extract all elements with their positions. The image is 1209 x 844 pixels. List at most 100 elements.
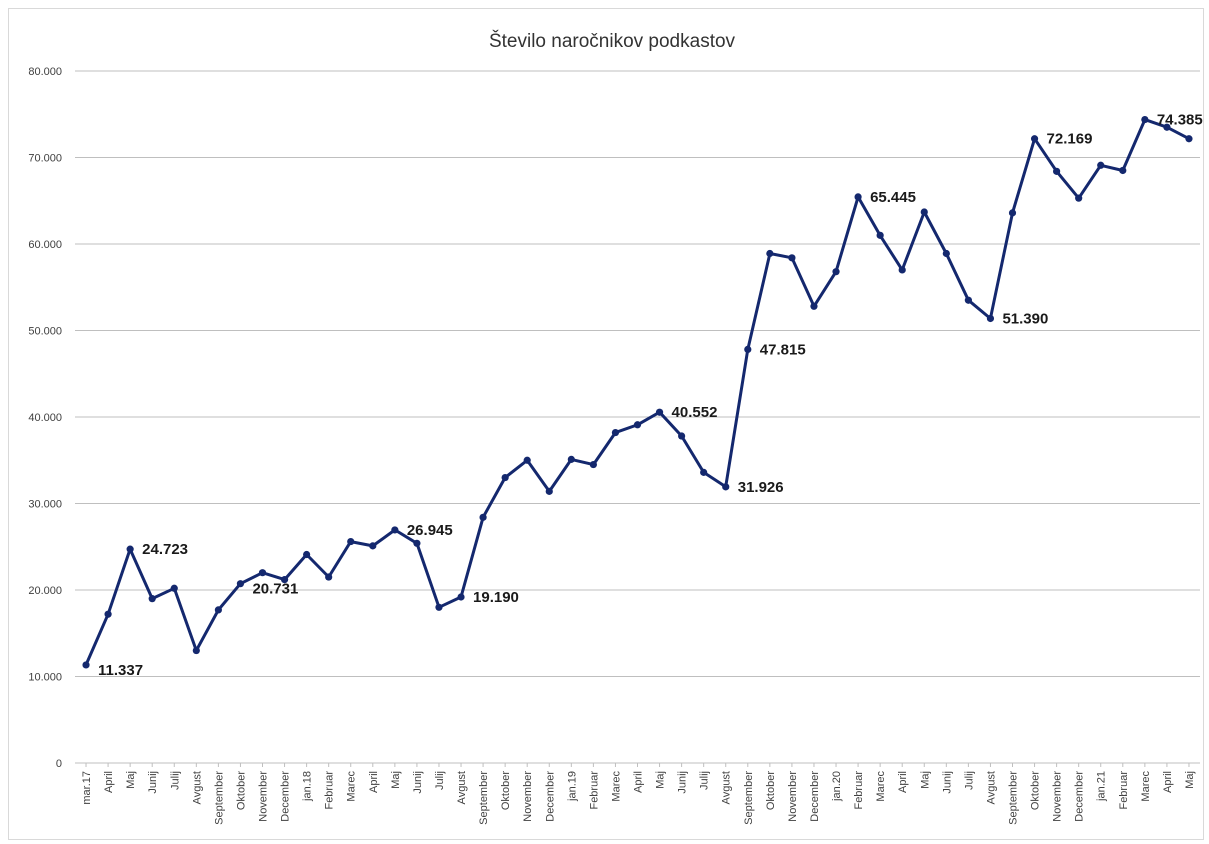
y-tick-label: 70.000 bbox=[28, 153, 62, 165]
data-point bbox=[633, 421, 642, 429]
gridlines bbox=[75, 70, 1200, 764]
data-point bbox=[1097, 161, 1105, 169]
x-tick-label: Maj bbox=[1184, 771, 1196, 789]
x-tick-label: Marec bbox=[875, 771, 887, 802]
x-tick-label: December bbox=[1074, 771, 1086, 822]
x-tick-label: December bbox=[809, 771, 821, 822]
x-tick-label: Junij bbox=[677, 771, 689, 794]
data-point bbox=[700, 468, 708, 476]
x-tick-label: Marec bbox=[346, 771, 358, 802]
data-point bbox=[854, 193, 862, 201]
data-point bbox=[457, 593, 465, 601]
data-point bbox=[1008, 209, 1017, 217]
x-tick-label: Avgust bbox=[456, 771, 468, 804]
data-point bbox=[104, 610, 112, 618]
data-point bbox=[545, 487, 553, 495]
x-tick-label: Avgust bbox=[985, 771, 997, 804]
x-tick-label: Februar bbox=[1118, 771, 1130, 810]
data-label: 19.190 bbox=[473, 589, 519, 606]
data-label: 20.731 bbox=[252, 581, 298, 598]
x-tick-label: Februar bbox=[588, 771, 600, 810]
data-point bbox=[986, 314, 995, 323]
data-point bbox=[1163, 123, 1171, 131]
x-tick-label: Julij bbox=[434, 771, 446, 790]
data-point bbox=[876, 231, 884, 239]
x-tick-label: Avgust bbox=[721, 771, 733, 804]
data-point bbox=[501, 473, 509, 482]
x-axis: mar.17 April Maj Junij Julij Avgust September O… bbox=[81, 763, 1196, 825]
x-tick-label: Maj bbox=[390, 771, 402, 789]
data-label: 40.552 bbox=[672, 404, 718, 421]
x-tick-label: April bbox=[897, 771, 909, 793]
x-tick-label: November bbox=[522, 771, 534, 822]
data-point bbox=[148, 595, 156, 603]
data-point bbox=[1141, 115, 1149, 124]
data-point bbox=[325, 573, 333, 581]
x-tick-label: Julij bbox=[699, 771, 711, 790]
data-label: 31.926 bbox=[738, 479, 784, 496]
data-labels-group: 11.337 24.723 20.731 26.945 19.190 40.552 31.9… bbox=[98, 112, 1203, 679]
x-tick-label: September bbox=[1008, 771, 1020, 825]
y-tick-label: 0 bbox=[56, 758, 62, 770]
x-tick-label: April bbox=[633, 771, 645, 793]
x-tick-label: Junij bbox=[941, 771, 953, 794]
data-label: 72.169 bbox=[1047, 131, 1093, 148]
x-tick-label: September bbox=[478, 771, 490, 825]
y-tick-label: 50.000 bbox=[28, 326, 62, 338]
data-point bbox=[1030, 135, 1039, 143]
data-point bbox=[744, 345, 752, 354]
data-label: 65.445 bbox=[870, 189, 916, 206]
x-tick-label: Maj bbox=[655, 771, 667, 789]
data-label: 11.337 bbox=[98, 662, 143, 679]
x-tick-label: Februar bbox=[853, 771, 865, 810]
y-tick-label: 30.000 bbox=[28, 499, 62, 511]
chart-title: Število naročnikov podkastov bbox=[489, 30, 736, 52]
x-tick-label: Junij bbox=[412, 771, 424, 794]
x-tick-label: Maj bbox=[125, 771, 137, 789]
x-tick-label: November bbox=[258, 771, 270, 822]
x-tick-label: Oktober bbox=[1030, 771, 1042, 810]
data-point bbox=[192, 646, 200, 655]
data-label: 51.390 bbox=[1002, 310, 1048, 327]
y-tick-label: 40.000 bbox=[28, 412, 62, 424]
data-label: 26.945 bbox=[407, 522, 453, 539]
data-point bbox=[589, 460, 597, 469]
data-point bbox=[898, 266, 906, 274]
x-tick-label: Oktober bbox=[235, 771, 247, 810]
x-tick-label: Februar bbox=[324, 771, 336, 810]
data-point bbox=[964, 296, 972, 304]
x-tick-label: jan.20 bbox=[831, 771, 843, 802]
x-tick-label: Maj bbox=[919, 771, 931, 789]
data-label: 47.815 bbox=[760, 341, 806, 358]
data-point bbox=[1053, 167, 1061, 175]
data-point bbox=[82, 661, 90, 669]
data-point bbox=[280, 576, 289, 584]
x-tick-label: November bbox=[787, 771, 799, 822]
data-point bbox=[655, 408, 664, 416]
x-tick-label: Julij bbox=[963, 771, 975, 790]
x-tick-label: Marec bbox=[1140, 771, 1152, 802]
data-label: 24.723 bbox=[142, 541, 188, 558]
data-point bbox=[832, 268, 840, 276]
data-point bbox=[479, 513, 487, 521]
data-point bbox=[391, 526, 399, 534]
data-label: 74.385 bbox=[1157, 112, 1203, 129]
y-tick-label: 60.000 bbox=[28, 239, 62, 251]
series-line-group bbox=[82, 115, 1193, 669]
y-tick-label: 80.000 bbox=[28, 66, 62, 78]
x-tick-label: Marec bbox=[610, 771, 622, 802]
x-tick-label: April bbox=[368, 771, 380, 793]
x-tick-label: mar.17 bbox=[81, 771, 93, 805]
data-point bbox=[347, 537, 355, 546]
data-point bbox=[413, 539, 421, 547]
x-tick-label: Oktober bbox=[765, 771, 777, 810]
x-tick-label: Julij bbox=[169, 771, 181, 790]
x-tick-label: November bbox=[1052, 771, 1064, 822]
x-tick-label: September bbox=[743, 771, 755, 825]
data-point bbox=[126, 545, 134, 553]
x-tick-label: jan.21 bbox=[1096, 771, 1108, 802]
data-point bbox=[766, 249, 774, 258]
chart-frame bbox=[8, 8, 1204, 840]
data-point bbox=[678, 432, 686, 440]
x-tick-label: December bbox=[280, 771, 292, 822]
